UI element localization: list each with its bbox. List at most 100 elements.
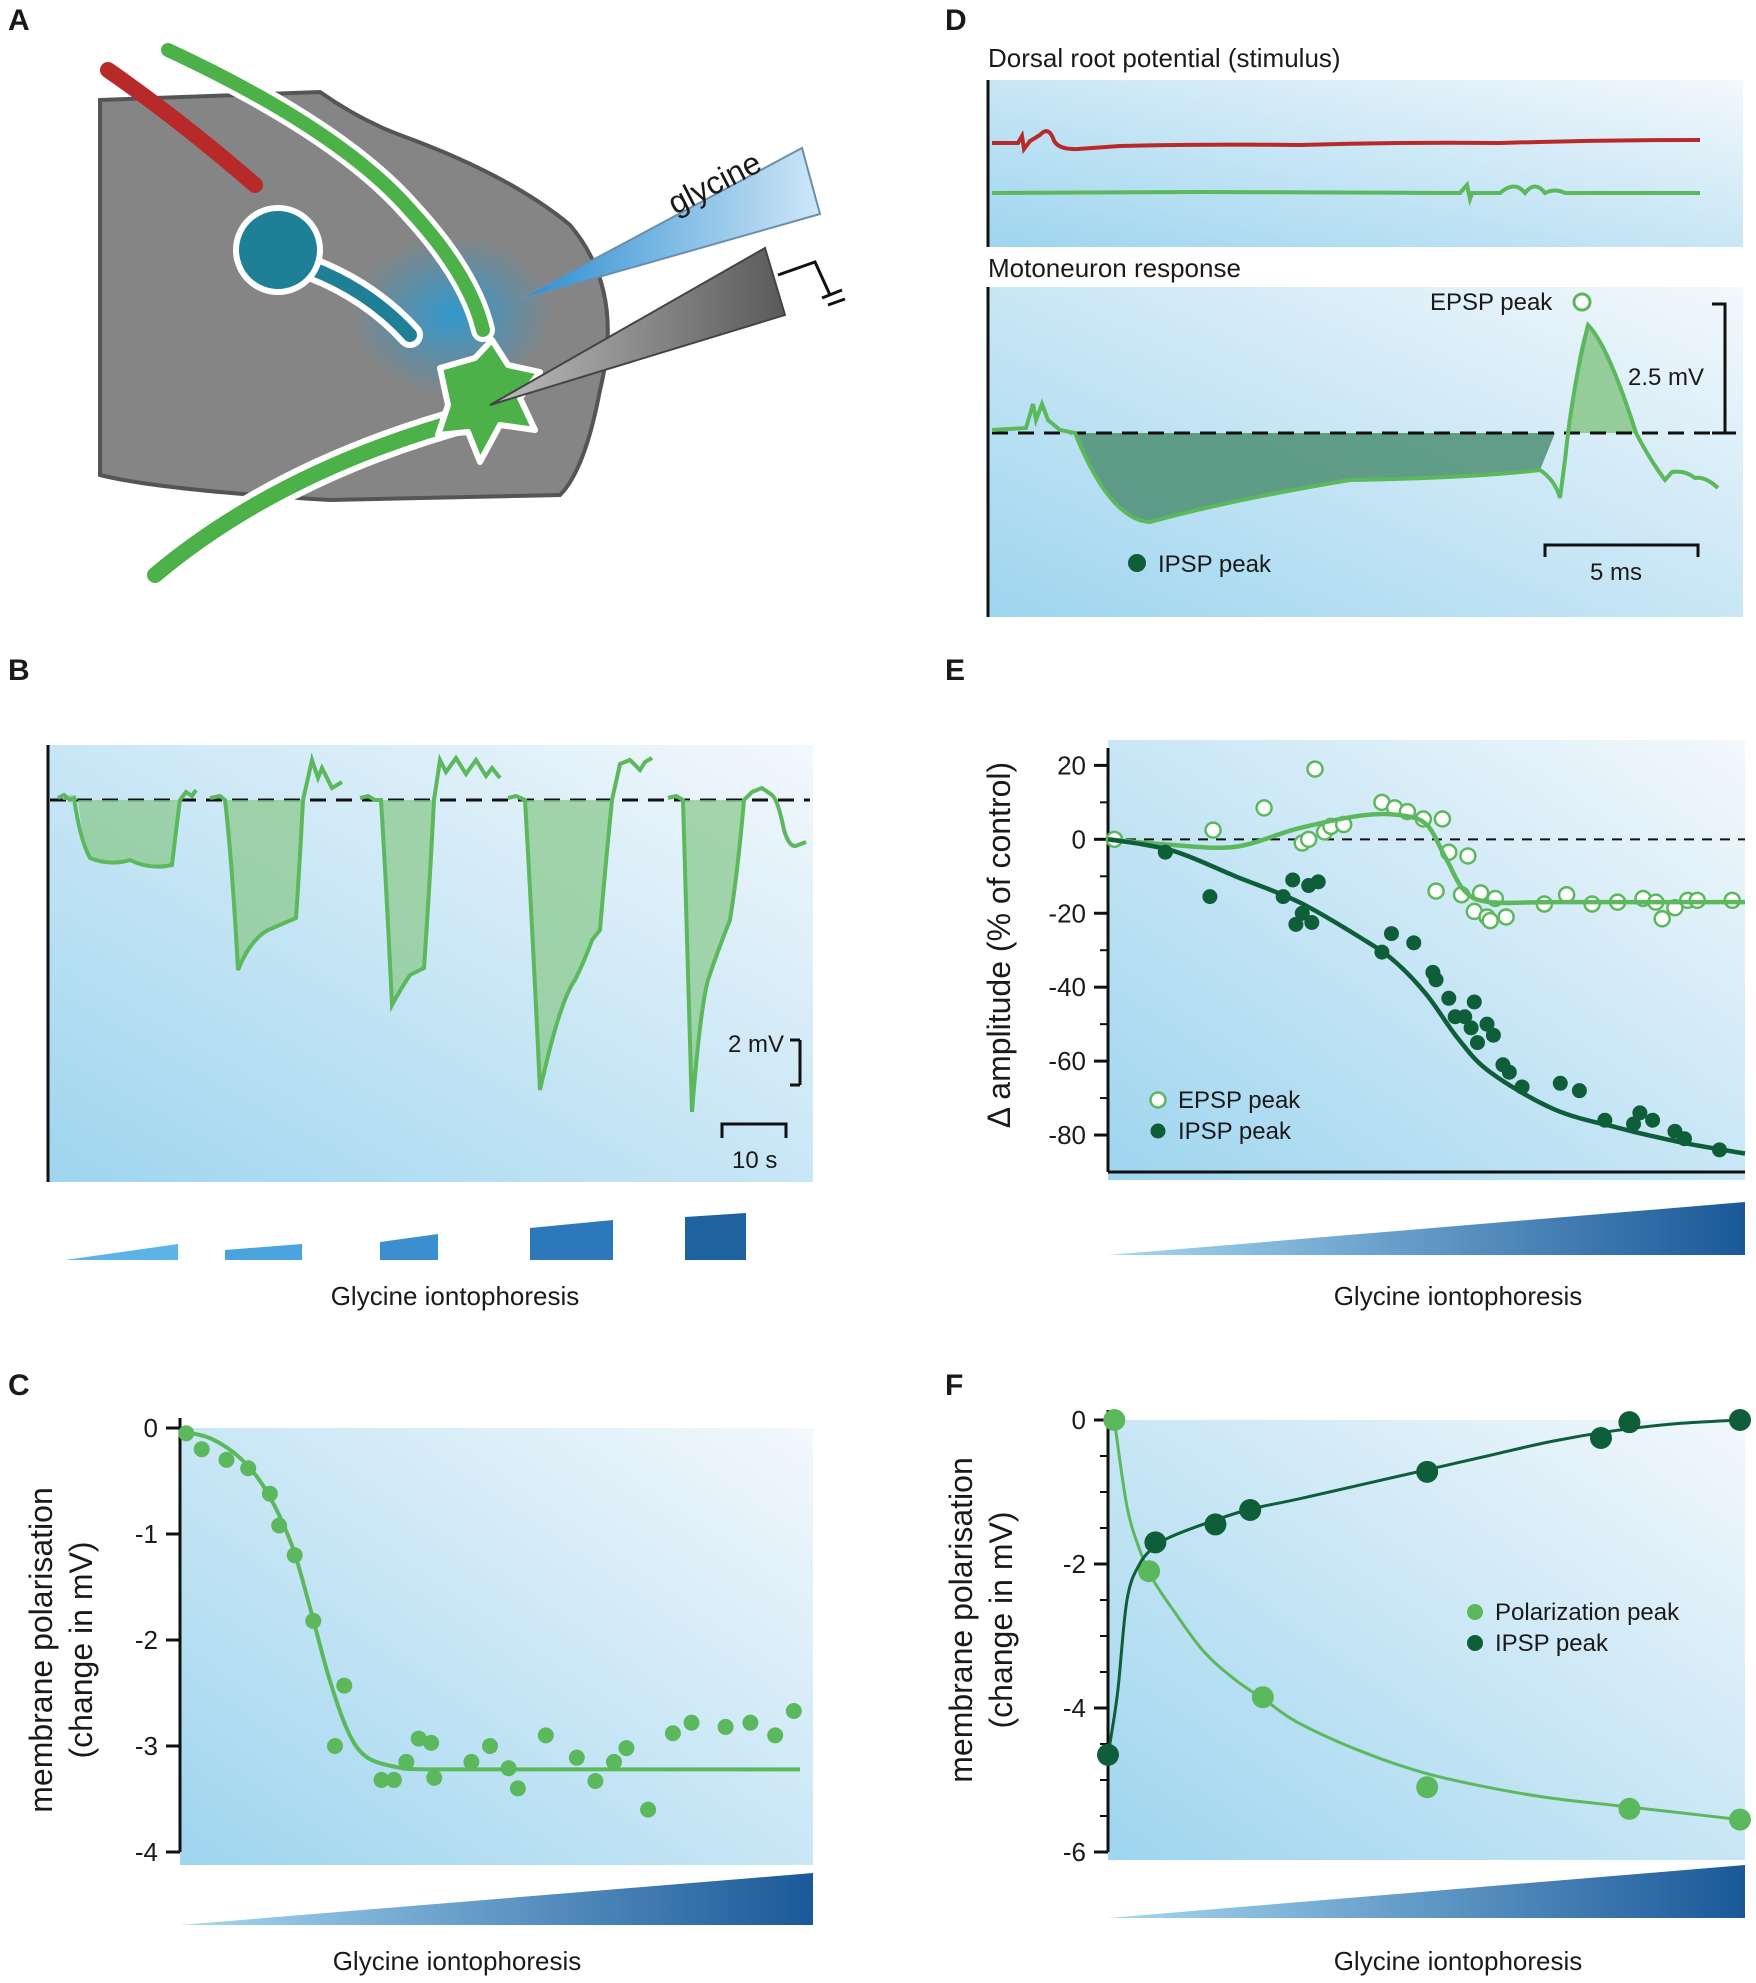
E-point — [1306, 760, 1324, 778]
E-point — [1459, 847, 1477, 865]
F-fit-line — [1106, 1418, 1741, 1756]
E-point — [1463, 1020, 1479, 1036]
b-ramp-2 — [225, 1244, 302, 1260]
C-ytick-label: -1 — [135, 1519, 158, 1549]
C-point — [640, 1801, 657, 1818]
panel-f-plot: 0 -2 -4 -6 Polarization peak IPSP peak — [1063, 1405, 1751, 1867]
b-scale-mv-label: 2 mV — [728, 1031, 784, 1058]
E-point — [1294, 905, 1310, 921]
E-point — [1479, 1016, 1495, 1032]
motoneuron-soma — [435, 337, 543, 465]
f-xlabel: Glycine iontophoresis — [1334, 1946, 1583, 1976]
C-point — [193, 1441, 210, 1458]
F-ytick-label: -4 — [1063, 1693, 1086, 1723]
C-point — [398, 1753, 415, 1770]
e-legend-ipsp-marker — [1150, 1123, 1166, 1139]
C-point — [509, 1780, 526, 1797]
red-fiber — [100, 62, 263, 193]
C-point — [785, 1703, 802, 1720]
f-ramp — [1108, 1865, 1745, 1918]
b-response-trace-4 — [507, 756, 653, 1091]
C-point — [423, 1734, 440, 1751]
E-point — [1406, 935, 1422, 951]
E-ytick-label: -60 — [1048, 1046, 1086, 1076]
e-legend-epsp-label: EPSP peak — [1178, 1087, 1301, 1114]
F-fit-line — [1112, 1419, 1741, 1822]
panel-c-background — [180, 1428, 813, 1865]
C-ytick-label: -3 — [135, 1731, 158, 1761]
b-response-area-1 — [62, 795, 180, 867]
d-ipsp-area — [1075, 433, 1555, 522]
F-point — [1416, 1776, 1439, 1799]
C-point — [568, 1749, 585, 1766]
E-point — [1428, 972, 1444, 988]
C-point — [717, 1718, 734, 1735]
E-fit-line — [1107, 811, 1745, 906]
C-ytick-label: -4 — [135, 1837, 158, 1867]
C-point — [683, 1714, 700, 1731]
d-ipsp-marker — [1128, 554, 1146, 572]
d-scale-ms-bar — [1543, 543, 1700, 557]
E-point — [1299, 830, 1318, 849]
c-ylabel-line1: membrane polarisation — [23, 1487, 59, 1813]
C-ytick-label: 0 — [144, 1413, 158, 1443]
E-point — [1571, 1083, 1587, 1099]
C-point — [426, 1769, 443, 1786]
C-ytick-label: -2 — [135, 1625, 158, 1655]
F-ytick-label: 0 — [1072, 1405, 1086, 1435]
C-point — [618, 1740, 635, 1757]
E-ytick-label: -80 — [1048, 1120, 1086, 1150]
green-fiber — [161, 43, 490, 337]
b-response-trace-3 — [359, 753, 502, 1013]
b-response-trace-2 — [209, 752, 344, 971]
C-point — [218, 1451, 235, 1468]
panel-e-plot: 20 0 -20 -40 -60 -80 EPSP peak IPSP peak — [1048, 748, 1746, 1174]
f-legend-ipsp-marker — [1467, 1635, 1483, 1651]
E-point — [1469, 1035, 1485, 1051]
e-ylabel: Δ amplitude (% of control) — [981, 762, 1017, 1128]
f-legend-polarization-marker — [1467, 1604, 1483, 1620]
F-point — [1144, 1531, 1167, 1554]
b-ramp-4 — [530, 1220, 613, 1260]
panel-b-label: B — [8, 654, 30, 687]
recording-pipette — [489, 246, 787, 406]
f-legend-ipsp-label: IPSP peak — [1495, 1630, 1609, 1657]
d-title-top: Dorsal root potential (stimulus) — [988, 43, 1341, 73]
panel-c-plot: 0 -1 -2 -3 -4 — [135, 1413, 802, 1867]
b-scale-s-bar — [720, 1122, 788, 1138]
E-point — [1304, 914, 1320, 930]
panel-f: F 0 -2 -4 -6 Polarization peak IPSP peak memb… — [943, 1369, 1751, 1976]
glycine-pipette — [517, 146, 822, 301]
E-point — [1626, 1116, 1642, 1132]
E-point — [1383, 926, 1399, 942]
E-point — [1433, 810, 1452, 828]
d-scale-ms-label: 5 ms — [1590, 559, 1642, 586]
C-point — [606, 1753, 622, 1770]
E-ytick-label: -40 — [1048, 972, 1086, 1002]
panel-f-label: F — [945, 1369, 963, 1402]
E-point — [1202, 889, 1218, 905]
C-point — [587, 1772, 604, 1789]
panel-b-traces — [57, 752, 807, 1113]
b-response-area-4 — [525, 800, 612, 1090]
b-scale-s-label: 10 s — [732, 1147, 777, 1174]
b-response-trace-5 — [667, 785, 807, 1113]
panel-d-label: D — [945, 4, 967, 37]
C-point — [767, 1727, 784, 1744]
b-response-area-3 — [381, 800, 434, 1005]
E-point — [1255, 799, 1273, 817]
C-point — [336, 1677, 353, 1694]
E-point — [1285, 872, 1301, 888]
b-xlabel: Glycine iontophoresis — [331, 1281, 580, 1311]
C-point — [537, 1727, 554, 1744]
d-epsp-area — [1568, 325, 1636, 433]
d-scale-mv-label: 2.5 mV — [1628, 364, 1704, 391]
C-point — [742, 1714, 759, 1731]
C-point — [664, 1725, 681, 1742]
d-epsp-marker — [1572, 292, 1592, 312]
panel-a-label: A — [8, 4, 30, 37]
c-xlabel: Glycine iontophoresis — [333, 1946, 582, 1976]
E-fit-line — [1107, 837, 1746, 1156]
d-ipsp-label: IPSP peak — [1158, 551, 1272, 578]
panel-e-label: E — [945, 654, 965, 687]
